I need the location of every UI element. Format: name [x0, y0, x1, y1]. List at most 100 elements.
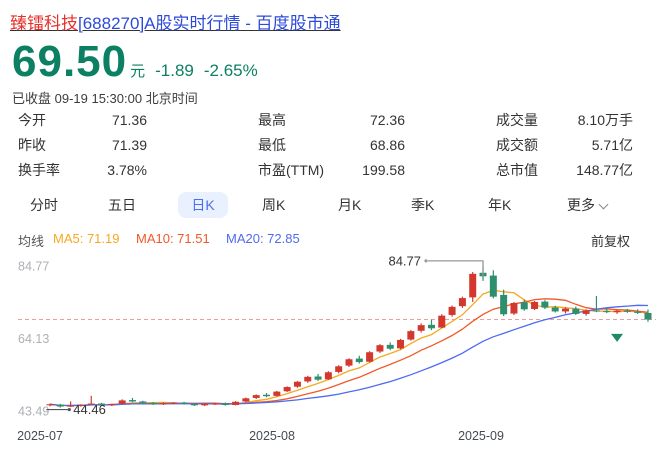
annotation-dot — [67, 407, 71, 412]
tab-five-day[interactable]: 五日 — [108, 197, 136, 213]
tab-weekly-k[interactable]: 周K — [262, 197, 286, 213]
stock-name-highlight: 臻镭科技 — [10, 14, 78, 33]
y-axis-label: 84.77 — [18, 259, 49, 273]
tab-quarterly-k[interactable]: 季K — [411, 197, 435, 213]
candle-body — [520, 302, 528, 310]
candle-body — [170, 402, 178, 404]
candle-body — [541, 301, 549, 308]
candle-body — [304, 376, 312, 382]
chevron-down-icon — [598, 199, 609, 210]
candle-body — [159, 403, 167, 405]
candle-body — [118, 400, 126, 404]
high-annotation: 84.77 — [388, 253, 421, 268]
annotation-connector — [428, 260, 484, 276]
stats-column-1: 今开 71.36 昨收 71.39 换手率 3.78% — [18, 108, 147, 183]
candle-body — [314, 376, 322, 380]
market-status: 已收盘 09-19 15:30:00 北京时间 — [12, 91, 198, 106]
candle-body — [510, 303, 518, 314]
ma20-legend: MA20: 72.85 — [226, 231, 300, 246]
candle-body — [335, 366, 343, 372]
candle-body — [324, 372, 332, 380]
ma10-line — [49, 298, 649, 407]
candle-body — [469, 273, 477, 298]
tab-more[interactable]: 更多 — [567, 192, 609, 218]
candle-body — [366, 352, 374, 362]
candle-body — [562, 308, 569, 312]
down-triangle-marker — [611, 333, 624, 342]
candle-body — [438, 315, 446, 328]
candle-body — [427, 324, 435, 329]
tab-daily-k[interactable]: 日K — [178, 192, 228, 218]
candle-body — [46, 404, 54, 406]
adjust-mode-toggle[interactable]: 前复权 — [590, 234, 630, 249]
price-unit: 元 — [130, 63, 146, 80]
quote-block: 69.50 元 -1.89 -2.65% — [12, 40, 258, 84]
candle-body — [582, 310, 590, 314]
stat-high: 最高 72.36 — [258, 112, 405, 128]
stat-open: 今开 71.36 — [18, 112, 147, 128]
candle-body — [397, 339, 405, 349]
ma10-legend: MA10: 71.51 — [136, 231, 210, 246]
candle-body — [407, 331, 415, 340]
candle-body — [644, 312, 652, 320]
candle-body — [623, 310, 631, 312]
candle-body — [87, 403, 95, 405]
candlestick-chart[interactable]: 84.77 64.13 43.49 2025-07 2025-08 2025-09 84.7… — [0, 250, 661, 450]
candle-body — [417, 325, 425, 331]
candle-body — [252, 395, 260, 398]
low-annotation: 44.46 — [73, 402, 106, 417]
stat-volume: 成交量 8.10万手 — [496, 112, 633, 128]
stat-low: 最低 68.86 — [258, 137, 405, 153]
tab-monthly-k[interactable]: 月K — [338, 197, 362, 213]
candle-body — [273, 391, 281, 396]
candle-body — [500, 294, 508, 315]
candle-body — [67, 405, 75, 407]
tab-minute[interactable]: 分时 — [30, 197, 58, 213]
candle-body — [386, 344, 394, 349]
page-title-link[interactable]: 臻镭科技[688270]A股实时行情 - 百度股市通 — [10, 9, 341, 34]
ma5-legend: MA5: 71.19 — [53, 231, 120, 246]
candle-body — [180, 402, 188, 404]
candle-body — [345, 359, 353, 366]
candle-body — [355, 358, 363, 363]
stat-turnover-rate: 换手率 3.78% — [18, 162, 147, 178]
y-axis-label: 64.13 — [18, 332, 49, 346]
candle-body — [211, 403, 219, 405]
candle-body — [448, 306, 456, 315]
current-price: 69.50 — [12, 37, 128, 86]
candle-body — [263, 394, 271, 397]
price-change-percent: -2.65% — [203, 61, 258, 80]
annotation-dot — [424, 259, 428, 263]
tab-yearly-k[interactable]: 年K — [488, 197, 512, 213]
candle-body — [489, 275, 497, 297]
y-axis-label: 43.49 — [18, 404, 49, 418]
candle-body — [190, 403, 198, 406]
ma20-line — [49, 304, 649, 407]
candle-body — [293, 381, 301, 387]
price-change: -1.89 — [155, 61, 194, 80]
candle-body — [242, 398, 250, 402]
candle-body — [551, 307, 559, 312]
stat-prev-close: 昨收 71.39 — [18, 137, 147, 153]
stat-market-cap: 总市值 148.77亿 — [496, 162, 633, 178]
candle-body — [98, 403, 106, 405]
candle-body — [592, 310, 600, 312]
candle-body — [531, 301, 539, 309]
stat-pe-ttm: 市盈(TTM) 199.58 — [258, 162, 405, 178]
candle-body — [56, 404, 64, 407]
candle-body — [201, 403, 209, 406]
candle-body — [139, 401, 147, 403]
candle-body — [603, 311, 611, 313]
stats-column-2: 最高 72.36 最低 68.86 市盈(TTM) 199.58 — [258, 108, 405, 183]
candle-body — [283, 387, 291, 392]
candle-body — [376, 345, 384, 352]
stat-amount: 成交额 5.71亿 — [496, 137, 633, 153]
candle-body — [458, 298, 466, 307]
x-axis-label: 2025-08 — [249, 429, 295, 443]
candle-body — [149, 402, 157, 405]
x-axis-label: 2025-09 — [458, 429, 504, 443]
chart-period-tabs: 分时 五日 日K 周K 月K 季K 年K 更多 — [0, 192, 661, 219]
candle-body — [128, 400, 136, 402]
candle-body — [77, 404, 85, 406]
ma-legend-prefix: 均线 — [18, 234, 45, 249]
